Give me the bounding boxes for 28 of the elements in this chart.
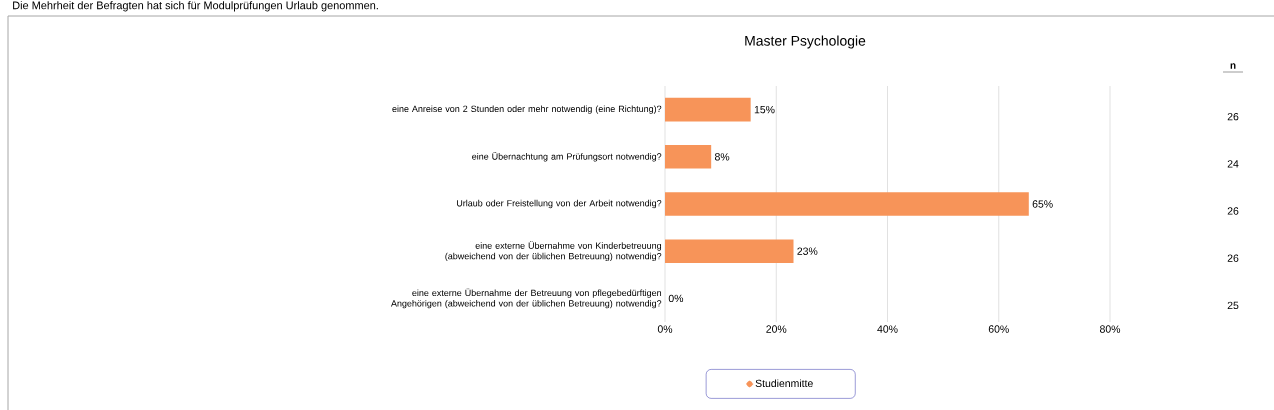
y-tick-label: eine Anreise von 2 Stunden oder mehr notwendig (eine Richtung)? xyxy=(392,105,662,114)
text: 25 xyxy=(1227,301,1239,310)
data-label: 0% xyxy=(668,294,684,303)
y-tick-label: eine Übernachtung am Prüfungsort notwendig? xyxy=(472,152,662,162)
text: 24 xyxy=(1227,160,1239,168)
bar xyxy=(665,239,794,263)
x-tick-label: 0% xyxy=(657,325,673,333)
y-tick-label: eine externe Übernahme von Kinderbetreuung (abweichend von der üblichen Betreuung) notwendig? xyxy=(445,241,662,262)
x-tick-label: 40% xyxy=(877,325,898,333)
bar xyxy=(665,97,751,122)
x-tick-label: 60% xyxy=(988,325,1009,333)
data-label: 65% xyxy=(1032,200,1053,208)
text: Die Mehrheit der Befragten hat sich für Modulprüfungen Urlaub genommen. xyxy=(13,1,378,12)
text: 26 xyxy=(1227,112,1239,121)
data-label: 15% xyxy=(754,105,775,114)
chart-title: Master Psychologie xyxy=(745,35,866,49)
y-tick-label: Urlaub oder Freistellung von der Arbeit notwendig? xyxy=(457,199,662,209)
bar xyxy=(665,192,1029,216)
legend-label: Studienmitte xyxy=(755,379,813,388)
bar xyxy=(665,145,712,169)
text: 26 xyxy=(1227,207,1239,215)
y-tick-label: eine externe Übernahme der Betreuung von pflegebedürftigen Angehörigen (abweichend von der üblichen Betreuung) notwendig? xyxy=(390,288,662,309)
text: n xyxy=(1230,63,1236,69)
x-tick-label: 80% xyxy=(1100,325,1121,333)
x-tick-label: 20% xyxy=(766,325,787,333)
text: 26 xyxy=(1227,254,1239,262)
data-label: 23% xyxy=(797,247,818,255)
data-label: 8% xyxy=(714,153,730,161)
